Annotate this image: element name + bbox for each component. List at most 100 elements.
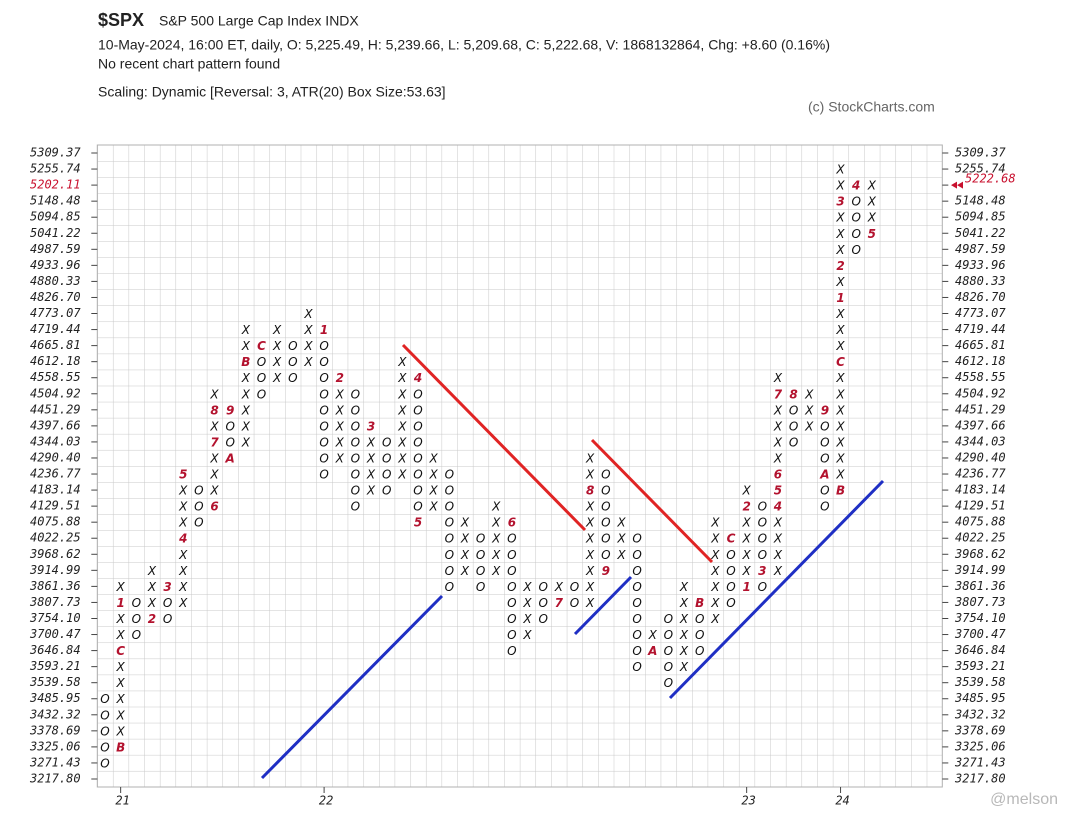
box-x: X	[710, 564, 720, 578]
y-tick-label: 4612.18	[30, 354, 81, 368]
y-tick-label: 3217.80	[29, 772, 81, 786]
box-o: O	[351, 468, 360, 482]
month-marker: 5	[774, 484, 782, 498]
box-x: X	[429, 468, 439, 482]
y-tick-label: 4075.88	[955, 515, 1006, 529]
box-o: O	[507, 532, 516, 546]
box-o: O	[758, 500, 767, 514]
month-marker: 4	[413, 371, 422, 385]
box-o: O	[664, 660, 673, 674]
column: OOO	[288, 339, 297, 385]
box-x: X	[397, 419, 407, 433]
box-x: X	[397, 387, 407, 401]
box-o: O	[319, 355, 328, 369]
month-marker: 3	[758, 564, 766, 578]
box-x: X	[742, 548, 752, 562]
box-o: O	[507, 628, 516, 642]
column: OO	[570, 580, 579, 610]
box-o: O	[351, 451, 360, 465]
box-x: X	[835, 227, 845, 241]
box-x: X	[773, 371, 783, 385]
y-tick-label: 4397.66	[30, 418, 81, 432]
box-o: O	[351, 403, 360, 417]
y-tick-label: 4504.92	[30, 386, 81, 400]
box-x: X	[742, 564, 752, 578]
box-x: X	[366, 451, 376, 465]
box-o: O	[382, 435, 391, 449]
column: XXX	[616, 516, 626, 562]
box-x: X	[397, 435, 407, 449]
box-o: O	[601, 500, 610, 514]
month-marker: 7	[210, 435, 219, 449]
y-tick-label: 3593.21	[954, 659, 1006, 673]
y-tick-label: 5148.48	[955, 194, 1006, 208]
month-marker: B	[836, 484, 845, 498]
y-tick-label: 4022.25	[30, 531, 81, 545]
box-o: O	[758, 580, 767, 594]
box-x: X	[335, 435, 345, 449]
box-x: X	[835, 468, 845, 482]
y-tick-label: 4451.29	[955, 402, 1006, 416]
box-o: O	[632, 580, 641, 594]
y-tick-label: 4933.96	[30, 258, 81, 272]
support-line	[573, 575, 633, 636]
y-tick-label: 4612.18	[955, 354, 1006, 368]
box-x: X	[272, 371, 282, 385]
box-x: X	[522, 596, 532, 610]
box-o: O	[601, 548, 610, 562]
y-tick-label: 4236.77	[30, 467, 81, 481]
box-o: O	[445, 500, 454, 514]
box-o: O	[257, 387, 266, 401]
box-x: X	[429, 451, 439, 465]
y-tick-label: 4397.66	[955, 418, 1006, 432]
y-tick-label: 3700.47	[29, 627, 81, 641]
box-x: X	[116, 692, 126, 706]
box-x: X	[616, 516, 626, 530]
y-tick-label: 3432.32	[954, 707, 1006, 721]
y-tick-label: 5094.85	[30, 210, 81, 224]
box-o: O	[319, 371, 328, 385]
box-x: X	[835, 387, 845, 401]
box-o: O	[726, 548, 735, 562]
box-x: X	[835, 179, 845, 193]
box-x: X	[835, 275, 845, 289]
month-marker: 3	[367, 419, 375, 433]
box-x: X	[835, 451, 845, 465]
box-o: O	[632, 644, 641, 658]
box-o: O	[445, 532, 454, 546]
month-marker: 5	[414, 516, 422, 530]
month-marker: 3	[163, 580, 171, 594]
box-x: X	[116, 660, 126, 674]
box-x: X	[804, 419, 814, 433]
box-x: X	[241, 403, 251, 417]
month-marker: 2	[336, 371, 344, 385]
y-tick-label: 4183.14	[955, 483, 1006, 497]
box-x: X	[867, 195, 877, 209]
box-x: X	[491, 500, 501, 514]
last-price: 5222.68	[965, 171, 1016, 185]
box-o: O	[351, 387, 360, 401]
box-o: O	[570, 596, 579, 610]
y-tick-label: 3593.21	[29, 659, 81, 673]
box-x: X	[147, 564, 157, 578]
box-x: X	[397, 451, 407, 465]
box-x: X	[178, 548, 188, 562]
box-x: X	[585, 596, 595, 610]
box-o: O	[225, 419, 234, 433]
box-o: O	[163, 612, 172, 626]
box-o: O	[695, 644, 704, 658]
box-o: O	[789, 403, 798, 417]
box-o: O	[132, 628, 141, 642]
